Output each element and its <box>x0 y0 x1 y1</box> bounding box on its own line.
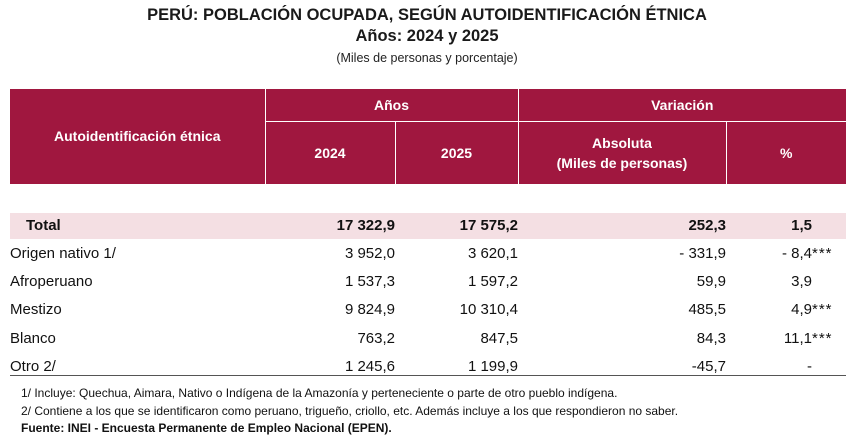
data-table: Autoidentificación étnica Años Variación… <box>10 89 846 381</box>
header-absolute-label: Absoluta <box>592 135 652 151</box>
footer-divider <box>10 375 846 376</box>
cell-percent: - <box>807 358 812 376</box>
row-label: Afroperuano <box>10 272 93 290</box>
header-group-variation: Variación <box>517 89 846 122</box>
cell-significance: *** <box>812 244 833 262</box>
cell-2024: 9 824,9 <box>344 301 395 319</box>
table-row: Otro 2/1 245,6 1 199,9 -45,7 - <box>10 352 846 380</box>
page-units: (Miles de personas y porcentaje) <box>336 51 518 65</box>
cell-2024: 17 322,9 <box>265 212 395 239</box>
header-absolute-unit: (Miles de personas) <box>556 155 688 171</box>
row-label: Otro 2/ <box>10 358 56 376</box>
cell-2024: 3 952,0 <box>344 244 395 262</box>
cell-significance <box>812 352 846 380</box>
cell-significance: *** <box>812 301 833 319</box>
cell-2025: 17 575,2 <box>395 212 518 239</box>
source-note: Fuente: INEI - Encuesta Permanente de Em… <box>21 421 392 435</box>
header-group-years: Años <box>264 89 518 122</box>
cell-2025: 1 597,2 <box>467 272 518 290</box>
table-row: Mestizo 9 824,9 10 310,4 485,5 4,9 *** <box>10 296 846 324</box>
cell-significance <box>812 212 846 239</box>
cell-absolute: 84,3 <box>696 329 726 347</box>
table-row: Blanco 763,2 847,5 84,3 11,1 *** <box>10 324 846 352</box>
cell-absolute: 252,3 <box>518 212 726 239</box>
cell-percent: 11,1 <box>783 329 812 347</box>
cell-2025: 1 199,9 <box>467 358 518 376</box>
cell-2024: 1 245,6 <box>344 358 395 376</box>
cell-absolute: 485,5 <box>688 301 726 319</box>
header-ethnic-identification: Autoidentificación étnica <box>10 89 265 185</box>
row-label: Total <box>10 212 265 239</box>
cell-2025: 847,5 <box>480 329 518 347</box>
cell-absolute: - 331,9 <box>679 244 726 262</box>
row-label: Blanco <box>10 329 56 347</box>
cell-percent: 4,9 <box>791 301 812 319</box>
cell-absolute: -45,7 <box>691 358 726 376</box>
footnote-2: 2/ Contiene a los que se identificaron c… <box>21 404 679 418</box>
cell-2025: 3 620,1 <box>467 244 518 262</box>
page-subtitle-years: Años: 2024 y 2025 <box>355 27 499 45</box>
cell-percent: 1,5 <box>726 212 812 239</box>
footnote-1: 1/ Incluye: Quechua, Aimara, Nativo o In… <box>21 386 618 400</box>
row-label: Mestizo <box>10 301 62 319</box>
table-row-total: Total 17 322,9 17 575,2 252,3 1,5 <box>10 212 846 239</box>
cell-percent: - 8,4 <box>781 244 812 262</box>
header-year-2025: 2025 <box>394 121 518 184</box>
cell-2024: 763,2 <box>357 329 395 347</box>
table-row: Origen nativo 1/3 952,0 3 620,1 - 331,9 - 8… <box>10 239 846 267</box>
table-row: Afroperuano 1 537,3 1 597,2 59,9 3,9 <box>10 267 846 295</box>
header-absolute: Absoluta (Miles de personas) <box>517 121 726 184</box>
cell-2025: 10 310,4 <box>459 301 518 319</box>
cell-absolute: 59,9 <box>696 272 726 290</box>
cell-significance <box>812 267 846 295</box>
header-year-2024: 2024 <box>264 121 395 184</box>
cell-2024: 1 537,3 <box>344 272 395 290</box>
cell-significance: *** <box>812 329 833 347</box>
header-percent: % <box>725 121 846 184</box>
row-label: Origen nativo 1/ <box>10 244 116 262</box>
page-title: PERÚ: POBLACIÓN OCUPADA, SEGÚN AUTOIDENT… <box>147 6 707 24</box>
cell-percent: 3,9 <box>791 272 812 290</box>
